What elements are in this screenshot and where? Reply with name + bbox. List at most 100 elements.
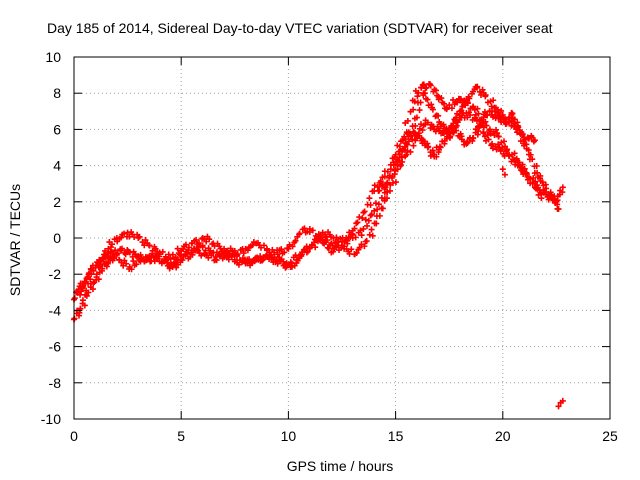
data-point-track-c [456, 116, 463, 123]
data-point-track-c [233, 251, 240, 258]
data-point-track-c [441, 125, 448, 132]
data-point-track-c [161, 257, 168, 264]
data-point-track-b [427, 82, 434, 89]
data-point-track-c [105, 255, 112, 262]
x-axis-label: GPS time / hours [287, 458, 394, 474]
data-point-track-c [121, 257, 128, 264]
data-point-track-b [475, 110, 482, 117]
data-point-track-c [247, 262, 254, 269]
chart-title: Day 185 of 2014, Sidereal Day-to-day VTE… [47, 20, 553, 36]
data-point-track-c [266, 253, 273, 260]
data-point-track-b [353, 220, 360, 227]
data-point-track-c [208, 252, 215, 259]
data-point-track-a [367, 212, 374, 219]
y-tick-label: 6 [53, 121, 61, 137]
data-point-track-c [153, 253, 160, 260]
data-point-track-c [355, 246, 362, 253]
data-point-track-a [470, 88, 477, 95]
data-point-track-b [404, 117, 411, 124]
data-point-track-d [529, 156, 536, 163]
data-point-track-b [431, 86, 438, 93]
data-point-track-b [240, 250, 247, 257]
data-point-track-b [146, 242, 153, 249]
data-point-track-b [206, 236, 213, 243]
x-tick-label: 5 [177, 428, 185, 444]
data-point-track-b [361, 208, 368, 215]
data-point-track-b [289, 243, 296, 250]
data-point-track-a [482, 93, 489, 100]
data-point-track-d [433, 153, 440, 160]
data-point-track-b [174, 245, 181, 252]
data-point-track-c [260, 256, 267, 263]
data-point-track-a [531, 137, 538, 144]
data-point-track-b [463, 97, 470, 104]
data-point-track-a [79, 297, 86, 304]
data-point-track-c [79, 285, 86, 292]
data-point-track-c [298, 251, 305, 258]
data-point-track-a [231, 256, 238, 263]
data-point-track-b [367, 202, 374, 208]
data-point-track-a [358, 232, 365, 239]
data-point-track-c [505, 152, 512, 159]
data-point-track-a [137, 251, 144, 258]
data-point-track-d [436, 143, 443, 150]
y-tick-label: -8 [49, 375, 62, 391]
data-point-track-c [280, 258, 287, 265]
data-point-track-c [417, 99, 424, 106]
data-point-track-a [498, 107, 505, 114]
data-point-track-a [303, 249, 310, 256]
data-point-track-b [411, 98, 418, 105]
x-tick-label: 15 [388, 428, 404, 444]
data-point-late-outliers [499, 166, 506, 173]
data-point-track-d [503, 118, 510, 125]
data-point-track-d [419, 136, 426, 143]
data-point-track-b [151, 243, 158, 250]
data-point-track-a [407, 148, 414, 155]
data-point-track-c [376, 212, 383, 219]
data-point-track-b [366, 195, 373, 202]
data-point-track-b [71, 295, 78, 302]
data-point-track-b [278, 246, 285, 253]
data-point-track-a [528, 134, 535, 141]
data-point-track-c [293, 259, 300, 266]
data-point-track-a [375, 201, 382, 208]
data-point-track-a [474, 83, 481, 90]
data-point-track-b [142, 237, 149, 244]
data-point-track-c [113, 251, 120, 258]
data-point-track-c [513, 155, 520, 162]
data-point-track-b [519, 161, 526, 168]
data-point-track-c [394, 166, 401, 173]
data-point-track-b [135, 235, 142, 241]
data-point-track-b [384, 168, 391, 175]
data-point-track-b [285, 245, 292, 252]
data-point-track-b [172, 254, 179, 261]
data-point-track-c [85, 271, 92, 278]
data-point-track-c [480, 130, 487, 137]
data-point-track-c [92, 264, 99, 271]
data-point-track-d [533, 163, 540, 170]
data-point-track-c [257, 253, 264, 260]
y-axis-label: SDTVAR / TECUs [7, 184, 23, 296]
data-point-track-a [428, 121, 435, 128]
data-point-track-b [263, 245, 270, 252]
data-point-track-c [73, 288, 80, 295]
data-point-track-d [453, 127, 460, 134]
y-tick-label: 8 [53, 85, 61, 101]
y-tick-label: -4 [49, 302, 62, 318]
data-point-track-c [422, 95, 429, 102]
data-point-track-b [446, 102, 453, 109]
data-point-track-b [281, 249, 288, 256]
data-point-track-b [108, 241, 115, 248]
data-point-track-a [89, 286, 96, 293]
data-point-track-c [335, 238, 342, 245]
data-point-track-c [368, 226, 375, 233]
data-point-track-b [397, 138, 404, 145]
data-point-track-d [441, 137, 448, 144]
data-point-track-c [467, 112, 474, 119]
x-tick-label: 25 [602, 428, 618, 444]
data-point-track-c [412, 122, 419, 129]
data-point-track-d [376, 187, 383, 194]
data-point-track-a [292, 252, 299, 259]
data-point-track-c [429, 106, 436, 113]
data-point-track-c [326, 231, 333, 238]
